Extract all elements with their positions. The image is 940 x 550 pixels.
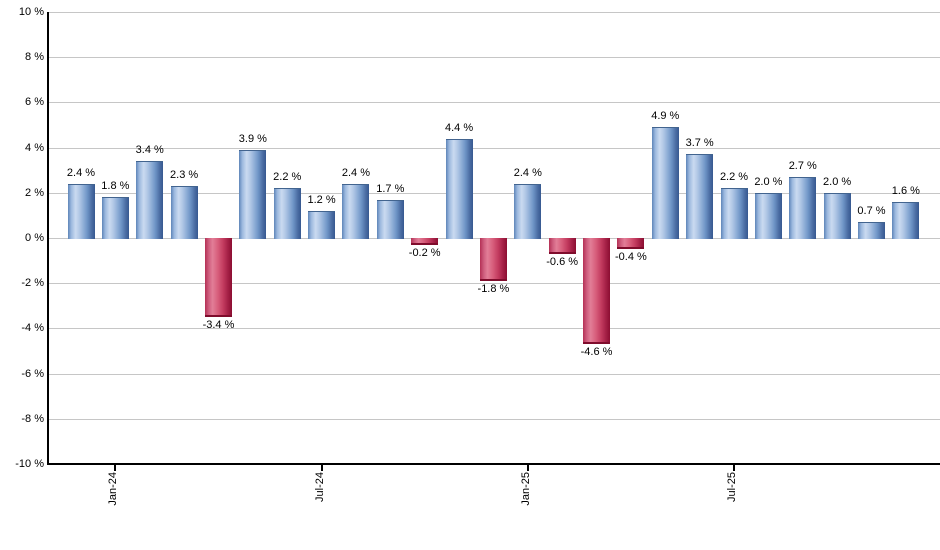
bar-Nov-24 bbox=[445, 138, 473, 239]
bar-Oct-25 bbox=[823, 192, 851, 239]
bar-Jul-25 bbox=[720, 188, 748, 239]
x-axis-tick bbox=[733, 465, 736, 471]
bar-Jan-25 bbox=[514, 183, 542, 239]
y-axis-tick-label: 2 % bbox=[25, 186, 44, 199]
x-axis-tick bbox=[526, 465, 529, 471]
bar-value-label: 2.7 % bbox=[788, 159, 817, 172]
bar-value-label: 1.7 % bbox=[376, 182, 405, 195]
bar-value-label: 3.9 % bbox=[238, 132, 267, 145]
bar-value-label: -0.6 % bbox=[546, 255, 579, 268]
x-axis-tick-label: Jan-25 bbox=[519, 472, 532, 506]
bar-Oct-24 bbox=[411, 238, 439, 245]
bar-Nov-25 bbox=[858, 222, 885, 239]
gridline bbox=[49, 147, 940, 149]
x-axis-tick bbox=[320, 465, 323, 471]
bar-Feb-24 bbox=[136, 161, 164, 239]
bar-Apr-24 bbox=[204, 238, 232, 317]
bar-May-24 bbox=[239, 149, 267, 239]
bar-value-label: 4.4 % bbox=[444, 121, 474, 134]
y-axis-tick-label: -6 % bbox=[21, 367, 44, 380]
y-axis-tick-label: -10 % bbox=[15, 458, 44, 470]
x-axis-tick bbox=[114, 465, 117, 471]
bar-value-label: 1.8 % bbox=[101, 180, 130, 193]
bar-value-label: 0.7 % bbox=[857, 205, 886, 218]
bar-May-25 bbox=[651, 127, 679, 239]
bar-value-label: 2.4 % bbox=[66, 166, 96, 179]
x-axis-tick-label: Jul-25 bbox=[726, 472, 739, 502]
bar-Jan-24 bbox=[101, 197, 129, 239]
bar-Sep-24 bbox=[376, 199, 404, 239]
bar-value-label: 2.0 % bbox=[823, 175, 852, 188]
bar-Dec-25 bbox=[892, 201, 920, 239]
bar-value-label: 2.4 % bbox=[341, 166, 371, 179]
x-axis-line bbox=[47, 463, 940, 465]
gridline bbox=[49, 328, 940, 330]
bar-value-label: 1.2 % bbox=[307, 193, 336, 206]
bar-value-label: 4.9 % bbox=[651, 110, 680, 123]
bar-value-label: 2.2 % bbox=[719, 171, 749, 184]
gridline bbox=[49, 418, 940, 420]
y-axis-tick-label: 0 % bbox=[25, 232, 44, 244]
bar-Dec-23 bbox=[67, 183, 95, 239]
gridline bbox=[49, 283, 940, 285]
bar-value-label: -0.4 % bbox=[615, 251, 647, 264]
bar-value-label: 2.0 % bbox=[754, 175, 783, 188]
bar-Mar-24 bbox=[170, 186, 198, 239]
y-axis-tick-label: -4 % bbox=[21, 322, 44, 335]
y-axis-tick-label: 8 % bbox=[25, 51, 44, 64]
bar-Aug-24 bbox=[342, 183, 370, 239]
bar-value-label: 2.3 % bbox=[170, 169, 199, 182]
bar-Mar-25 bbox=[583, 238, 611, 344]
gridline bbox=[49, 12, 940, 13]
bar-Dec-24 bbox=[479, 238, 507, 281]
bar-value-label: -1.8 % bbox=[477, 282, 510, 295]
bar-Aug-25 bbox=[754, 192, 782, 239]
bar-value-label: 3.4 % bbox=[135, 144, 164, 157]
y-axis-tick-label: -8 % bbox=[21, 412, 44, 425]
bar-Sep-25 bbox=[789, 176, 817, 239]
bar-Feb-25 bbox=[548, 238, 576, 254]
gridline bbox=[49, 57, 940, 59]
y-axis-tick-label: 6 % bbox=[25, 96, 44, 109]
bar-Apr-25 bbox=[617, 238, 645, 250]
bar-value-label: -3.4 % bbox=[202, 318, 235, 331]
x-axis-tick-label: Jul-24 bbox=[313, 472, 326, 502]
y-axis-tick-label: -2 % bbox=[21, 277, 44, 290]
bar-value-label: 3.7 % bbox=[685, 137, 714, 150]
bar-value-label: -4.6 % bbox=[580, 345, 613, 358]
bar-Jun-25 bbox=[686, 154, 714, 239]
gridline bbox=[49, 192, 940, 194]
bar-value-label: 1.6 % bbox=[891, 184, 920, 197]
bar-value-label: -0.2 % bbox=[408, 246, 441, 259]
y-axis-line bbox=[47, 12, 49, 464]
x-axis-tick-label: Jan-24 bbox=[107, 472, 120, 506]
bar-Jul-24 bbox=[308, 210, 336, 239]
y-axis-tick-label: 4 % bbox=[25, 141, 44, 154]
bar-value-label: 2.2 % bbox=[273, 171, 302, 184]
y-axis-tick-label: 10 % bbox=[18, 6, 44, 18]
bar-Jun-24 bbox=[273, 188, 301, 239]
gridline bbox=[49, 102, 940, 104]
gridline bbox=[49, 373, 940, 375]
bar-value-label: 2.4 % bbox=[513, 166, 542, 179]
